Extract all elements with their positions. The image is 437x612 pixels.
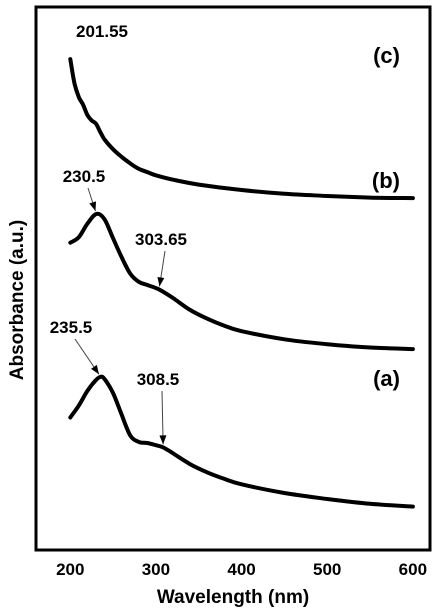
panel-label-c: (c) [373, 43, 400, 68]
x-axis-title: Wavelength (nm) [157, 587, 309, 608]
peak-label: 201.55 [76, 22, 128, 41]
x-tick-label: 300 [142, 560, 170, 579]
annotation-layer: 201.55 230.5 303.65 235.5 308.5 [50, 22, 187, 445]
peak-label: 235.5 [50, 318, 93, 337]
annotation-arrowhead [91, 364, 99, 375]
x-tick-label: 600 [399, 560, 427, 579]
panel-label-b: (b) [372, 168, 400, 193]
annotation-arrowhead [159, 435, 167, 445]
y-axis-title: Absorbance (a.u.) [7, 220, 28, 380]
x-tick-label: 200 [56, 560, 84, 579]
peak-annotation: 201.55 [76, 22, 128, 41]
peak-label: 308.5 [137, 370, 180, 389]
annotation-arrowhead [89, 201, 97, 212]
peak-annotation: 303.65 [135, 230, 187, 287]
series-line-c [68, 57, 415, 201]
panel-label-a: (a) [373, 366, 400, 391]
series-layer: (c) (b) (a) [68, 43, 415, 509]
peak-label: 230.5 [63, 167, 106, 186]
plot-frame [34, 5, 432, 552]
x-axis-ticks: 200 300 400 500 600 [56, 560, 427, 579]
peak-annotation: 308.5 [137, 370, 180, 445]
series-line-a [68, 374, 415, 509]
peak-annotation: 235.5 [50, 318, 100, 375]
peak-label: 303.65 [135, 230, 187, 249]
annotation-arrowhead [157, 276, 165, 287]
x-tick-label: 500 [313, 560, 341, 579]
x-tick-label: 400 [227, 560, 255, 579]
series-line-b [68, 211, 415, 352]
peak-annotation: 230.5 [63, 167, 106, 212]
